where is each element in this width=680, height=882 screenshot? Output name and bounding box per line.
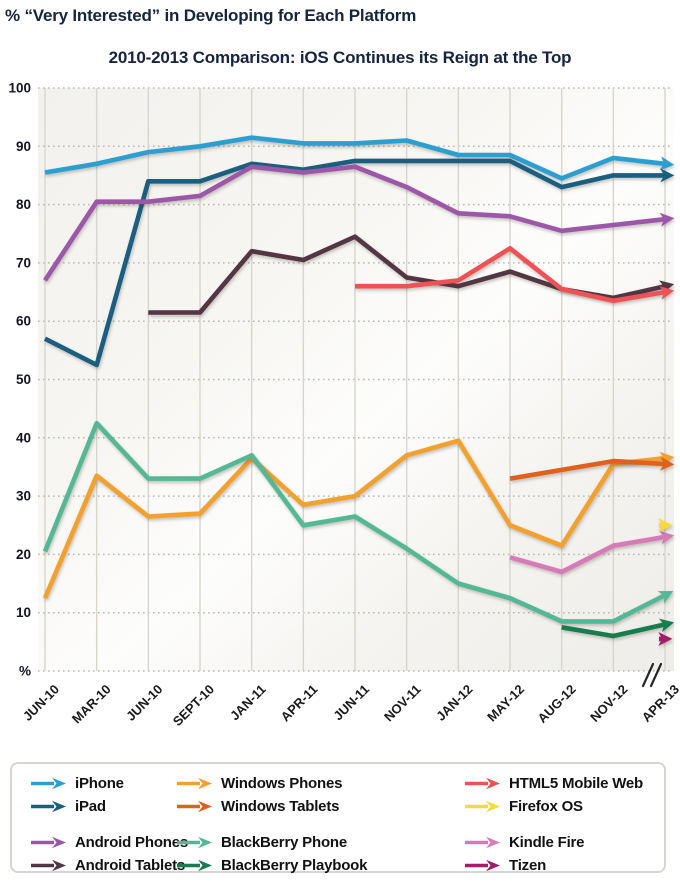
legend-item-label: iPad (75, 798, 106, 815)
series-line-iphone (44, 135, 675, 181)
legend-item-label: iPhone (75, 775, 124, 792)
legend-item-ipad: iPad (30, 795, 188, 818)
y-axis-label: 90 (16, 139, 31, 154)
x-axis-label: JAN-12 (433, 682, 475, 724)
x-axis-label: NOV-12 (587, 682, 630, 725)
legend-column: iPhone iPad Android Phones Android Tablets (30, 772, 188, 877)
legend-item-tizen: Tizen (464, 854, 643, 877)
legend-item-kindle-fire: Kindle Fire (464, 831, 643, 854)
y-axis-label: 80 (16, 197, 31, 212)
x-axis-label: SEPT-10 (170, 682, 217, 729)
series-line-kindle-fire (509, 530, 675, 575)
series-line-windows-tablets (509, 456, 675, 481)
x-axis-label: MAR-10 (69, 682, 114, 727)
legend-arrow-icon (465, 777, 500, 790)
legend-spacer (30, 818, 188, 831)
y-axis-label: 30 (16, 489, 31, 504)
x-axis-label: APR-13 (639, 682, 680, 725)
legend-column: Windows Phones Windows Tablets BlackBerry … (176, 772, 367, 877)
legend-spacer (464, 818, 643, 831)
legend: iPhone iPad Android Phones Android Tablets W… (10, 762, 666, 874)
y-axis-label: % (19, 664, 31, 679)
legend-arrow-icon (177, 800, 212, 813)
legend-item-iphone: iPhone (30, 772, 188, 795)
series-line-ipad (43, 158, 675, 368)
legend-item-firefox-os: Firefox OS (464, 795, 643, 818)
legend-arrow-icon (465, 836, 500, 849)
x-axis-label: NOV-11 (381, 682, 424, 725)
y-axis-label: 60 (16, 314, 31, 329)
y-axis-label: 40 (16, 430, 31, 445)
legend-item-label: Kindle Fire (509, 834, 585, 851)
legend-item-html5-mobile-web: HTML5 Mobile Web (464, 772, 643, 795)
legend-item-label: BlackBerry Playbook (221, 857, 368, 874)
y-axis-label: 70 (16, 255, 31, 270)
chart-subtitle: 2010-2013 Comparison: iOS Continues its … (108, 48, 572, 67)
legend-item-android-phones: Android Phones (30, 831, 188, 854)
legend-arrow-icon (31, 777, 66, 790)
series-line-windows-phones (42, 438, 675, 599)
legend-item-windows-tablets: Windows Tablets (176, 795, 367, 818)
legend-item-label: Windows Phones (221, 775, 343, 792)
y-axis-label: 50 (16, 372, 31, 387)
legend-item-label: HTML5 Mobile Web (509, 775, 644, 792)
y-axis-label: 20 (16, 547, 31, 562)
x-axis-label: JUN-11 (330, 682, 372, 724)
series-line-html5-mobile-web (355, 246, 675, 304)
x-axis-label: MAY-12 (484, 682, 527, 725)
legend-arrow-icon (465, 800, 500, 813)
legend-arrow-icon (31, 836, 66, 849)
page-title: % “Very Interested” in Developing for Ea… (5, 6, 417, 25)
x-axis-label: JAN-11 (227, 682, 269, 724)
line-chart-canvas: 100 90 80 70 60 50 40 30 20 10% JUN-10 MAR-10 JUN-10… (8, 81, 680, 729)
legend-item-label: BlackBerry Phone (221, 834, 348, 851)
x-axis-label: JUN-10 (123, 682, 165, 724)
axis-break-mark (641, 662, 663, 688)
legend-item-blackberry-phone: BlackBerry Phone (176, 831, 367, 854)
x-axis-label: JUN-10 (20, 682, 62, 724)
legend-arrow-icon (177, 777, 212, 790)
y-axis-label: 10 (16, 605, 31, 620)
y-axis-label: 100 (8, 81, 31, 96)
legend-item-label: Android Phones (75, 834, 189, 851)
legend-arrow-icon (31, 859, 66, 872)
series-line-android-phones (43, 164, 675, 282)
legend-arrow-icon (465, 859, 500, 872)
legend-item-android-tablets: Android Tablets (30, 854, 188, 877)
legend-arrow-icon (177, 859, 212, 872)
legend-spacer (176, 818, 367, 831)
legend-item-label: Android Tablets (75, 857, 186, 874)
x-axis-label: AUG-12 (534, 682, 578, 726)
legend-arrow-icon (177, 836, 212, 849)
chart-area: 100 90 80 70 60 50 40 30 20 10% JUN-10 MAR-10 JUN-10… (8, 81, 680, 729)
legend-item-blackberry-playbook: BlackBerry Playbook (176, 854, 367, 877)
legend-item-windows-phones: Windows Phones (176, 772, 367, 795)
legend-column: HTML5 Mobile Web Firefox OS Kindle Fire Tiz… (464, 772, 643, 877)
legend-arrow-icon (31, 800, 66, 813)
legend-item-label: Tizen (509, 857, 547, 874)
legend-item-label: Firefox OS (509, 798, 583, 815)
x-axis-label: APR-11 (278, 682, 321, 725)
series-line-blackberry-phone (42, 420, 674, 624)
legend-item-label: Windows Tablets (221, 798, 340, 815)
series-line-blackberry-playbook (561, 618, 675, 639)
